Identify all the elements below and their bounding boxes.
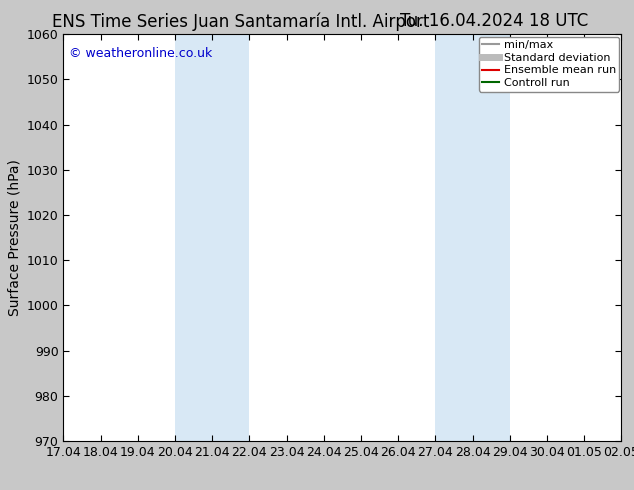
Text: Tu. 16.04.2024 18 UTC: Tu. 16.04.2024 18 UTC xyxy=(401,12,588,30)
Y-axis label: Surface Pressure (hPa): Surface Pressure (hPa) xyxy=(7,159,21,316)
Legend: min/max, Standard deviation, Ensemble mean run, Controll run: min/max, Standard deviation, Ensemble me… xyxy=(479,37,619,92)
Bar xyxy=(436,34,510,441)
Text: © weatheronline.co.uk: © weatheronline.co.uk xyxy=(69,47,212,59)
Bar xyxy=(175,34,249,441)
Text: ENS Time Series Juan Santamaría Intl. Airport: ENS Time Series Juan Santamaría Intl. Ai… xyxy=(52,12,430,31)
